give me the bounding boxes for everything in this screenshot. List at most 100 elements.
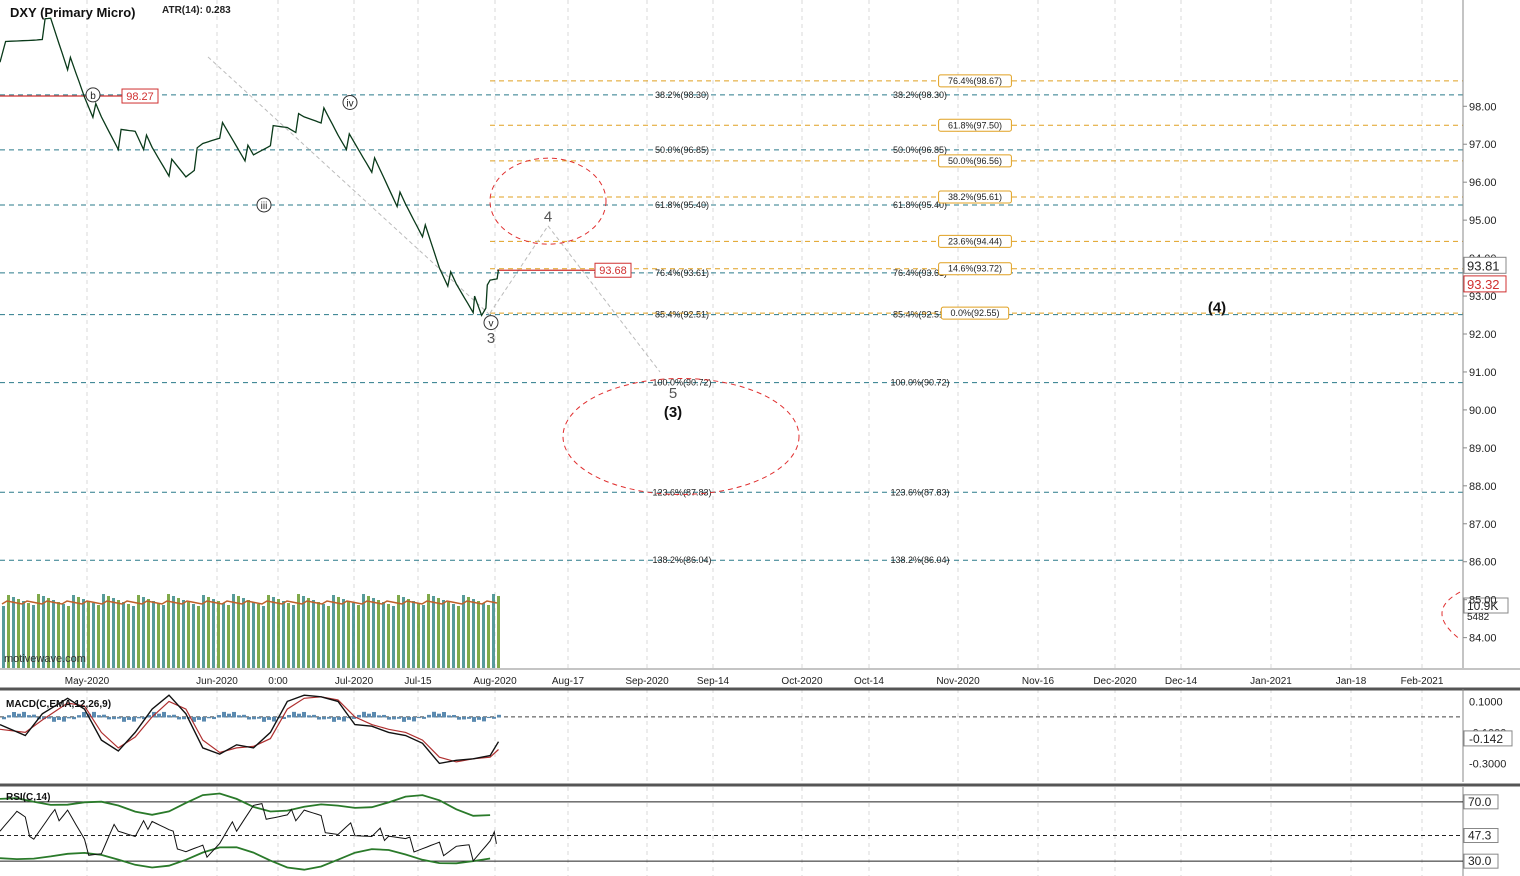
volume-bar [207,597,210,668]
macd-histogram-bar [422,716,426,719]
volume-bar [352,603,355,668]
fib-extension-label: 38.2%(95.61) [948,192,1002,202]
price-badge [594,262,632,278]
atr-label: ATR(14): 0.283 [162,5,231,16]
volume-bar [227,605,230,668]
macd-histogram-bar [192,716,196,722]
volume-axis-label: 5482 [1467,612,1490,623]
wave-labels: b iii iv v3 4 5 (3) (4) [85,87,1226,421]
volume-bar [77,597,80,668]
volume-bar [407,599,410,668]
volume-bar [462,595,465,668]
macd-histogram-bar [242,714,246,718]
macd-histogram-bar [442,711,446,718]
macd-histogram-bar [92,711,96,718]
chart-header: DXY (Primary Micro) ATR(14): 0.283 [10,5,231,20]
volume-bar [82,599,85,668]
price-tick-label: 97.00 [1469,139,1497,151]
volume-bar [107,596,110,668]
volume-bar [382,602,385,668]
macd-histogram-bar [402,716,406,722]
volume-bar [267,595,270,668]
fib-extension-badge [938,262,1012,276]
volume-bar [477,601,480,668]
price-tick-label: 93.00 [1469,291,1497,303]
macd-tick-label: -0.3000 [1469,758,1506,770]
wave-label: b [90,91,96,102]
macd-histogram-bar [237,715,241,718]
volume-average-line [1,600,498,605]
volume-axis-badge [1463,597,1509,614]
price-badge [121,88,159,104]
price-tick-label: 91.00 [1469,367,1497,379]
volume-bar [47,598,50,668]
macd-histogram-bar [367,713,371,718]
price-tick-label: 88.00 [1469,481,1497,493]
volume-bar [42,596,45,668]
wave-label: iv [346,98,353,109]
volume-bar [367,596,370,668]
volume-bar [482,603,485,668]
volume-bar [37,594,40,668]
rsi-panel[interactable]: 70.0 30.0 47.3 RSI(C,14) [0,783,1520,876]
fib-extension-badge [938,118,1012,132]
macd-histogram-bar [302,711,306,718]
macd-histogram-bar [207,716,211,719]
volume-bar [52,600,55,668]
macd-panel[interactable]: 0.1000-0.1000-0.3000-0.142MACD(C,EMA,12,… [0,687,1520,782]
time-tick-label: 0:00 [268,676,288,687]
volume-bar [87,601,90,668]
macd-histogram-bar [342,716,346,722]
fib-extension-badge [938,154,1012,168]
target-zone-ellipse [1441,591,1461,639]
volume-bar [497,596,500,668]
rsi-current-badge [1463,828,1499,844]
fib-retracement-label: 50.0%(96.85) [655,145,709,155]
macd-histogram-bar [122,716,126,722]
rsi-line [0,803,497,862]
volume-bar [322,604,325,668]
volume-axis-label: 10.9K [1467,599,1498,613]
time-tick-label: Sep-2020 [625,676,669,687]
macd-histogram-bar [312,714,316,718]
volume-bar [337,597,340,668]
watermark: motivewave.com [4,653,86,665]
time-tick-label: Dec-14 [1165,676,1198,687]
volume-bar [452,604,455,668]
volume-bar [422,605,425,668]
fib-retracement-label: 50.0%(96.85) [893,145,947,155]
macd-histogram-bar [102,714,106,718]
volume-bar [272,597,275,668]
macd-histogram-bar [427,714,431,718]
volume-bar [307,598,310,668]
volume-bar [167,594,170,668]
fib-retracement-label: 123.6%(87.83) [890,487,949,497]
volume-bar [127,604,130,668]
rsi-level-label: 30.0 [1468,854,1492,868]
time-tick-label: Jan-18 [1336,676,1367,687]
volume-bar [282,601,285,668]
macd-histogram-bar [117,716,121,719]
price-tick-label: 89.00 [1469,443,1497,455]
macd-histogram-bar [167,715,171,718]
projection-line [547,225,661,373]
fib-retracement-label: 138.2%(86.04) [890,555,949,565]
macd-histogram-bar [232,711,236,718]
volume-bar [302,596,305,668]
macd-histogram-bar [317,716,321,720]
volume-bar [152,601,155,668]
fib-retracement-label: 123.6%(87.83) [652,487,711,497]
fib-retracement-label: 76.4%(93.61) [655,268,709,278]
volume-bar [67,606,70,668]
volume-bar [197,606,200,668]
target-zone-ellipse [562,377,800,495]
fib-extension-label: 0.0%(92.55) [950,308,999,318]
time-tick-label: Dec-2020 [1093,676,1137,687]
fib-extension-badge [940,306,1010,320]
macd-histogram-bar [107,716,111,720]
macd-histogram-bar [137,716,141,719]
fib-retracement-label: 38.2%(98.30) [655,90,709,100]
volume-bar [372,598,375,668]
